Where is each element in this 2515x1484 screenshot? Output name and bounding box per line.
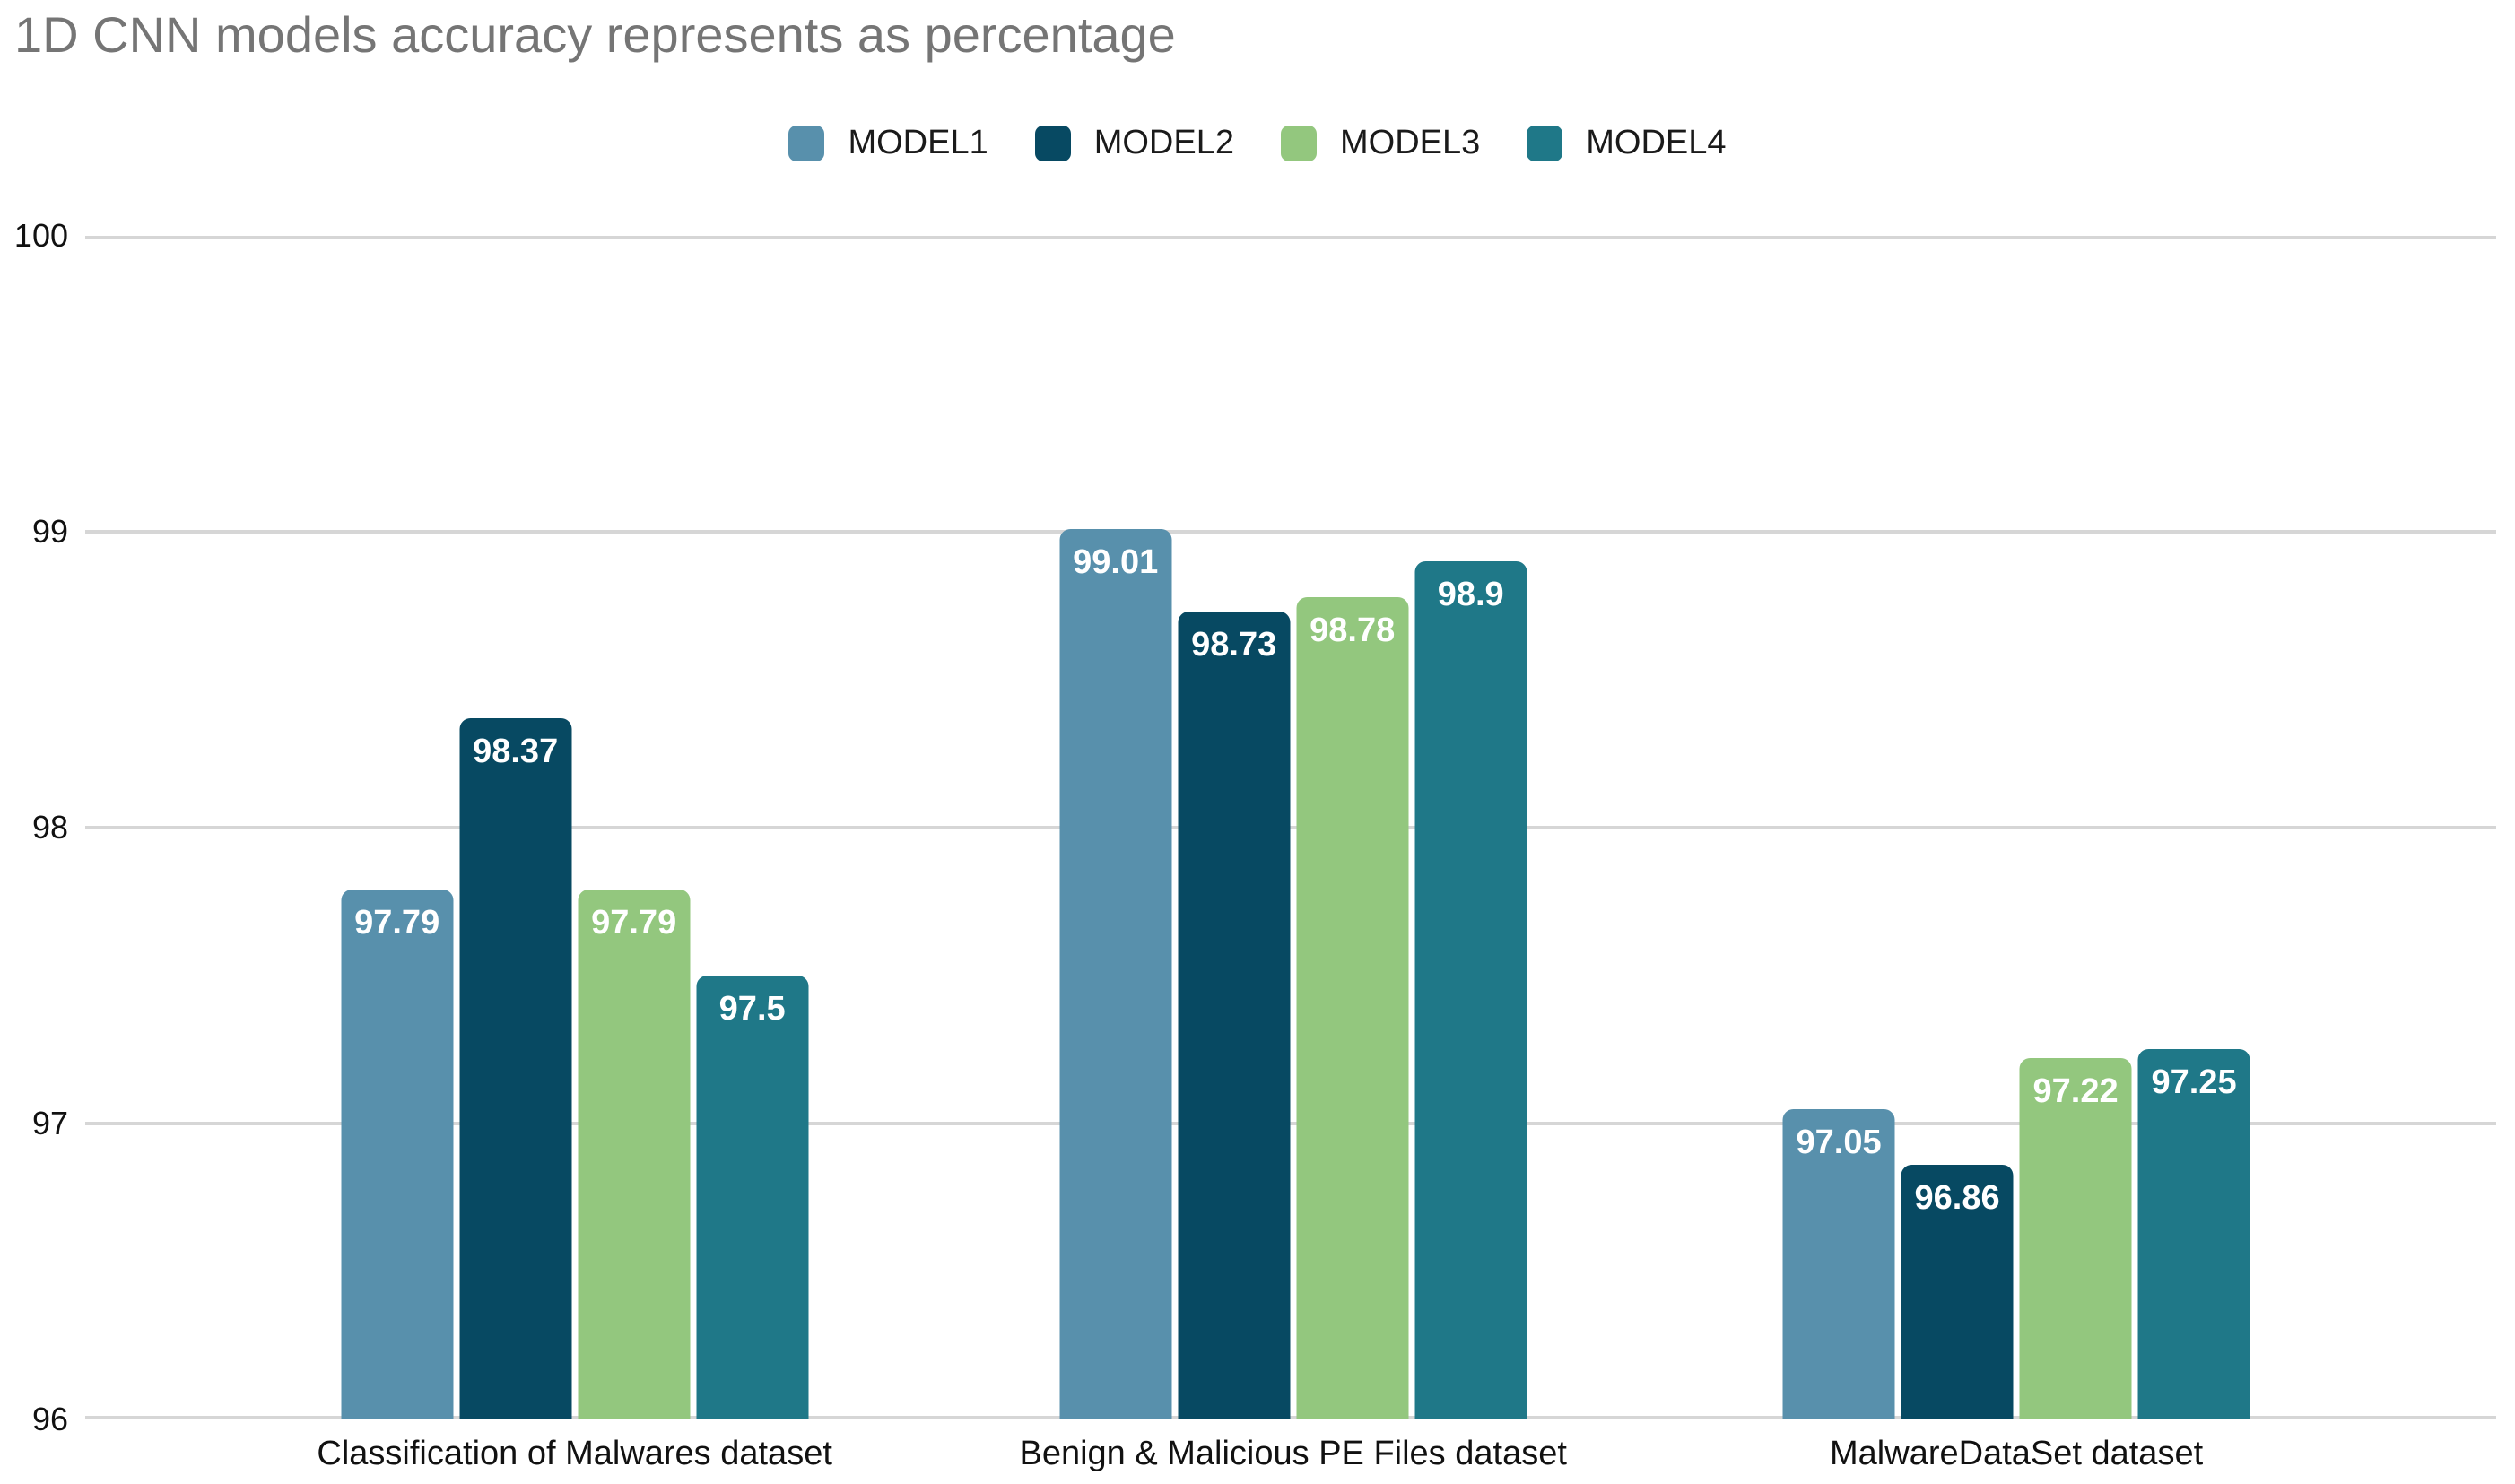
category-label-1: Classification of Malwares dataset (317, 1435, 832, 1472)
y-tick-label-96: 96 (31, 1401, 68, 1437)
legend-item-model1: MODEL1 (788, 124, 988, 162)
bar-value-label: 97.25 (2151, 1063, 2237, 1101)
legend-swatch-icon (1527, 125, 1563, 161)
legend-label: MODEL4 (1586, 124, 1727, 161)
legend: MODEL1 MODEL2 MODEL3 MODEL4 (0, 124, 2515, 162)
bar-value-label: 97.79 (354, 904, 440, 942)
bar-value-label: 97.22 (2032, 1072, 2119, 1110)
bar-value-label: 98.78 (1310, 612, 1396, 649)
bar-model3-category-1[interactable]: 97.79 (578, 890, 691, 1419)
legend-item-model3: MODEL3 (1281, 124, 1480, 162)
bar-model4-category-3[interactable]: 97.25 (2137, 1049, 2250, 1419)
legend-swatch-icon (1281, 125, 1317, 161)
y-tick-label-100: 100 (13, 217, 68, 254)
chart-title: 1D CNN models accuracy represents as per… (14, 6, 1176, 63)
bar-model2-category-1[interactable]: 98.37 (459, 718, 572, 1419)
bar-model4-category-2[interactable]: 98.9 (1414, 561, 1527, 1419)
bar-value-label: 99.01 (1073, 543, 1159, 581)
gridline-99 (85, 530, 2496, 534)
bar-model4-category-1[interactable]: 97.5 (696, 976, 809, 1419)
bar-model2-category-3[interactable]: 96.86 (1901, 1165, 2014, 1419)
y-tick-label-98: 98 (31, 809, 68, 846)
legend-label: MODEL2 (1093, 124, 1234, 161)
legend-label: MODEL1 (848, 124, 988, 161)
gridline-97 (85, 1122, 2496, 1125)
bar-model3-category-2[interactable]: 98.78 (1296, 597, 1409, 1419)
gridline-98 (85, 826, 2496, 829)
bar-value-label: 97.05 (1796, 1124, 1882, 1161)
category-label-2: Benign & Malicious PE Files dataset (1019, 1435, 1567, 1472)
bar-group-1: 97.79 98.37 97.79 97.5 (341, 718, 809, 1419)
bar-value-label: 98.37 (473, 733, 559, 770)
bar-group-2: 99.01 98.73 98.78 98.9 (1059, 529, 1527, 1419)
bar-value-label: 98.73 (1191, 626, 1277, 664)
bar-model2-category-2[interactable]: 98.73 (1178, 612, 1291, 1419)
bar-value-label: 96.86 (1914, 1179, 2000, 1217)
bar-group-3: 97.05 96.86 97.22 97.25 (1782, 1049, 2250, 1419)
bar-value-label: 97.5 (718, 990, 786, 1028)
gridline-100 (85, 236, 2496, 239)
legend-item-model4: MODEL4 (1527, 124, 1727, 162)
legend-item-model2: MODEL2 (1034, 124, 1234, 162)
bar-value-label: 98.9 (1437, 576, 1504, 613)
bar-model1-category-2[interactable]: 99.01 (1059, 529, 1172, 1419)
legend-swatch-icon (788, 125, 825, 161)
y-tick-label-99: 99 (31, 513, 68, 550)
legend-swatch-icon (1034, 125, 1071, 161)
plot-area: 97.79 98.37 97.79 97.5 99.01 98.73 98.78 98.9 97… (85, 236, 2496, 1419)
legend-label: MODEL3 (1340, 124, 1481, 161)
gridline-96 (85, 1416, 2496, 1419)
y-tick-label-97: 97 (31, 1105, 68, 1141)
bar-value-label: 97.79 (591, 904, 677, 942)
category-label-3: MalwareDataSet dataset (1830, 1435, 2204, 1472)
bar-model3-category-3[interactable]: 97.22 (2019, 1058, 2132, 1419)
bar-model1-category-1[interactable]: 97.79 (341, 890, 454, 1419)
bar-model1-category-3[interactable]: 97.05 (1782, 1109, 1895, 1419)
